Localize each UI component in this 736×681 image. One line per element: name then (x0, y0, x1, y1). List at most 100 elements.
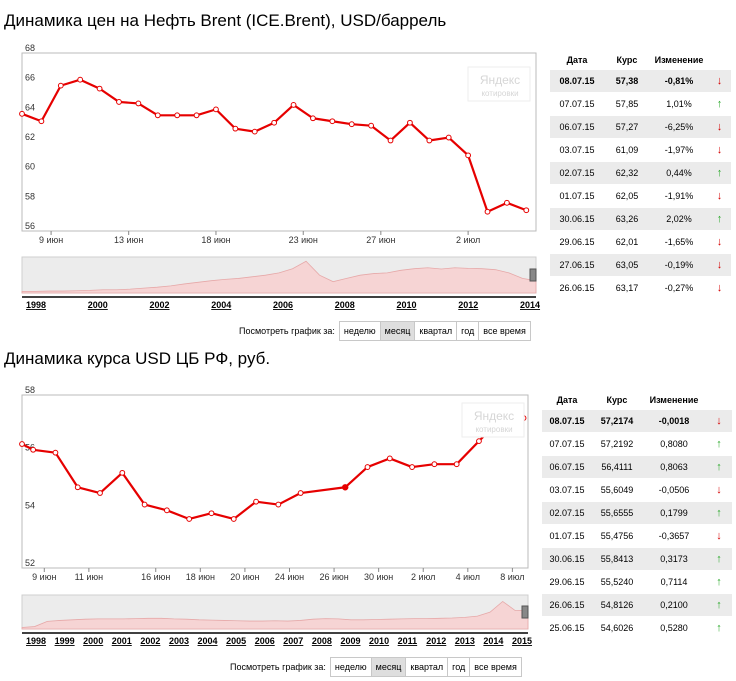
period-button[interactable]: месяц (379, 322, 415, 340)
data-point (97, 490, 103, 496)
change-cell: -0,81% (650, 70, 708, 93)
data-point (290, 102, 297, 108)
data-point (297, 490, 304, 496)
x-tick-label: 30 июн (364, 572, 393, 582)
date-cell: 03.07.15 (542, 478, 592, 502)
arrow-down-icon: ↓ (716, 190, 723, 202)
y-tick-label: 58 (25, 191, 35, 201)
col-header-rate: Курс (616, 55, 638, 65)
overview-year-label: 2010 (397, 300, 417, 310)
overview-area (21, 260, 537, 294)
data-point (364, 464, 371, 470)
table-row: 06.07.15 57,27 -6,25% ↓ (550, 115, 731, 139)
change-cell: -0,0506 (642, 478, 706, 502)
data-point (57, 82, 64, 89)
period-button[interactable]: год (447, 658, 470, 676)
rate-cell: 57,2174 (592, 410, 642, 433)
arrow-down-icon: ↓ (716, 259, 723, 271)
change-cell: -1,65% (650, 230, 708, 254)
table-row: 02.07.15 55,6555 0,1799 ↑ (542, 501, 732, 525)
overview-year-label: 2004 (211, 300, 231, 310)
period-button[interactable]: неделю (339, 322, 380, 340)
plot-frame (21, 394, 529, 569)
data-point (186, 516, 193, 522)
data-point (310, 115, 316, 122)
overview-year-label: 2007 (283, 636, 303, 646)
overview-year-label: 2009 (340, 636, 360, 646)
data-point (387, 137, 394, 144)
change-cell: 0,2100 (642, 593, 706, 617)
arrow-down-icon: ↓ (716, 530, 722, 542)
y-tick-label: 56 (25, 221, 35, 231)
arrow-down-icon: ↓ (716, 236, 723, 248)
overview-handle (521, 605, 529, 619)
data-point (329, 118, 336, 125)
change-cell: 0,3173 (642, 547, 706, 571)
table-row: 03.07.15 61,09 -1,97% ↓ (550, 138, 731, 162)
x-tick-label: 11 июн (75, 572, 104, 582)
overview-year-label: 2001 (112, 636, 132, 646)
rate-cell: 63,17 (604, 276, 650, 300)
period-button[interactable]: неделю (330, 658, 371, 676)
brent-chart: 56 58 60 62 64 66 68 9 июн 13 июн 18 июн 23 июн 27 … (19, 43, 540, 310)
data-point (271, 119, 278, 126)
overview-year-label: 2000 (88, 300, 108, 310)
data-point (193, 112, 200, 119)
table-row: 30.06.15 63,26 2,02% ↑ (550, 207, 731, 231)
logo-text: Яндекс (474, 409, 514, 423)
date-cell: 06.07.15 (550, 115, 604, 139)
rate-cell: 63,05 (604, 253, 650, 277)
period-label: Посмотреть график за: (239, 326, 335, 336)
period-button[interactable]: месяц (370, 658, 406, 676)
change-cell: 1,01% (650, 92, 708, 116)
overview-year-label: 2014 (483, 636, 503, 646)
change-cell: 0,8063 (642, 455, 706, 479)
brent-period-selector: Посмотреть график за: неделю месяц квартал… (239, 321, 531, 341)
data-point (154, 112, 161, 119)
overview-year-label: 2011 (398, 636, 418, 646)
data-point (74, 484, 81, 491)
change-cell: -0,3657 (642, 524, 706, 548)
period-button[interactable]: год (456, 322, 479, 340)
x-tick-label: 23 июн (289, 235, 318, 245)
overview-year-label: 1998 (26, 300, 46, 310)
arrow-down-icon: ↓ (716, 415, 722, 427)
overview-year-label: 2002 (150, 300, 170, 310)
overview-area (21, 600, 529, 630)
rate-cell: 57,85 (604, 92, 650, 116)
overview-year-label: 2015 (512, 636, 532, 646)
table-row: 08.07.15 57,2174 -0,0018 ↓ (542, 410, 732, 433)
data-point (426, 137, 433, 144)
y-tick-label: 58 (25, 385, 35, 395)
change-cell: 0,5280 (642, 616, 706, 640)
period-button[interactable]: квартал (405, 658, 448, 676)
data-point (174, 112, 181, 119)
overview-year-label: 2014 (520, 300, 540, 310)
x-tick-label: 4 июл (456, 572, 480, 582)
date-cell: 26.06.15 (542, 593, 592, 617)
x-tick-label: 2 июл (456, 235, 480, 245)
period-button[interactable]: все время (478, 322, 530, 340)
rate-cell: 55,5240 (592, 570, 642, 594)
rate-cell: 61,09 (604, 138, 650, 162)
data-point (476, 438, 482, 445)
period-button[interactable]: все время (469, 658, 521, 676)
date-cell: 08.07.15 (542, 410, 592, 433)
rate-cell: 55,4756 (592, 524, 642, 548)
overview-year-label: 1999 (55, 636, 75, 646)
table-row: 26.06.15 63,17 -0,27% ↓ (550, 276, 731, 300)
usd-overview-navigator[interactable]: 1998 1999 2000 2001 2002 2003 2004 2005 2006 2007… (21, 594, 532, 646)
date-cell: 08.07.15 (550, 70, 604, 93)
data-point (232, 125, 239, 132)
data-point (431, 461, 438, 468)
logo-subtext: котировки (481, 89, 518, 98)
date-cell: 25.06.15 (542, 616, 592, 640)
date-cell: 07.07.15 (550, 92, 604, 116)
overview-year-label: 2012 (426, 636, 446, 646)
brent-overview-navigator[interactable]: 1998 2000 2002 2004 2006 2008 2010 2012 2014 (21, 256, 540, 310)
rate-cell: 63,26 (604, 207, 650, 231)
period-button[interactable]: квартал (414, 322, 457, 340)
table-row: 01.07.15 55,4756 -0,3657 ↓ (542, 524, 732, 548)
arrow-up-icon: ↑ (716, 553, 722, 565)
